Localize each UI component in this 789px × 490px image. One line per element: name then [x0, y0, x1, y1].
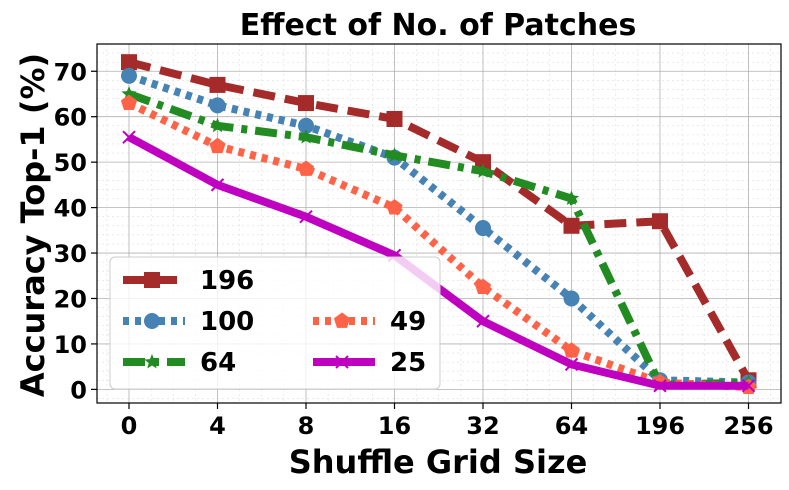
- marker-stroke: [335, 355, 349, 369]
- data-point-64-64: [563, 190, 580, 205]
- data-point-100-64: [563, 290, 580, 307]
- data-point-196-0: [121, 54, 137, 71]
- marker-stroke: [653, 379, 667, 393]
- legend-label: 25: [390, 348, 426, 378]
- x-tick-label: 4: [209, 412, 226, 440]
- data-point-25-256: [741, 379, 756, 393]
- legend-label: 49: [390, 307, 426, 337]
- data-point-64-4: [209, 117, 226, 133]
- x-axis-title: Shuffle Grid Size: [289, 443, 588, 481]
- x-tick-label: 64: [555, 412, 588, 440]
- y-tick-label: 20: [54, 285, 87, 313]
- legend-label: 100: [200, 307, 254, 337]
- data-point-196-4: [209, 76, 226, 93]
- legend-marker: [144, 272, 160, 288]
- marker-stroke: [299, 209, 313, 224]
- legend-marker: [333, 312, 351, 328]
- legend-entry-100: 100: [123, 307, 254, 337]
- marker-stroke: [210, 178, 225, 192]
- data-point-49-16: [386, 199, 403, 215]
- data-point-196-8: [298, 95, 314, 112]
- y-tick-label: 50: [54, 149, 87, 177]
- marker-stroke: [741, 379, 756, 393]
- data-point-25-8: [299, 209, 313, 224]
- x-tick-label: 256: [723, 412, 773, 440]
- legend-box: [109, 256, 441, 390]
- data-point-25-32: [476, 314, 490, 328]
- legend-marker: [335, 355, 349, 369]
- y-tick-label: 40: [54, 195, 87, 223]
- plot-frame: [96, 43, 782, 404]
- legend-marker: [144, 313, 160, 329]
- legend-entry-196: 196: [123, 266, 254, 296]
- data-point-196-196: [652, 213, 668, 230]
- axis-ticks: 0 10 20 30 40 50 60 70 0 4 8 16 32 64 196 256: [54, 58, 774, 440]
- y-tick-label: 0: [70, 376, 87, 404]
- x-tick-label: 16: [378, 412, 411, 440]
- y-tick-label: 70: [54, 58, 87, 86]
- series-line-64: [127, 90, 749, 389]
- data-point-64-0: [121, 85, 137, 101]
- data-point-100-4: [209, 97, 226, 114]
- data-point-25-196: [653, 379, 667, 393]
- data-point-49-64: [563, 342, 580, 358]
- legend-marker: [144, 354, 160, 369]
- x-tick-label: 8: [298, 412, 315, 440]
- legend-entry-49: 49: [313, 307, 426, 337]
- legend: 196 100 64 49 25: [109, 256, 441, 390]
- marker-stroke: [122, 130, 136, 144]
- data-point-100-8: [298, 117, 314, 134]
- series-line-100: [127, 72, 749, 387]
- data-point-49-0: [120, 94, 138, 110]
- y-tick-label: 10: [54, 331, 87, 359]
- data-point-100-32: [475, 220, 491, 237]
- data-point-196-64: [563, 217, 580, 234]
- data-point-64-16: [386, 147, 403, 162]
- legend-label: 196: [200, 266, 254, 296]
- legend-entry-64: 64: [123, 348, 236, 378]
- data-point-25-0: [122, 130, 136, 144]
- x-tick-label: 32: [466, 412, 499, 440]
- data-point-49-32: [474, 278, 492, 294]
- data-point-64-32: [475, 163, 491, 178]
- y-tick-label: 60: [54, 104, 87, 132]
- data-point-25-4: [210, 178, 225, 192]
- data-point-196-16: [386, 110, 403, 127]
- y-axis-title: Accuracy Top-1 (%): [14, 53, 52, 397]
- chart-title: Effect of No. of Patches: [240, 8, 637, 43]
- data-point-49-4: [209, 137, 226, 154]
- data-point-25-64: [564, 357, 579, 372]
- marker-stroke: [476, 314, 490, 328]
- series-line-196: [128, 58, 752, 383]
- data-point-49-8: [297, 160, 315, 176]
- x-tick-label: 196: [635, 412, 685, 440]
- series-line-49: [127, 99, 749, 392]
- data-point-64-8: [298, 129, 314, 144]
- data-point-100-0: [121, 67, 137, 84]
- x-tick-label: 0: [121, 412, 138, 440]
- legend-entry-25: 25: [313, 348, 426, 378]
- data-point-196-32: [475, 154, 491, 171]
- legend-label: 64: [200, 348, 236, 378]
- marker-stroke: [564, 357, 579, 372]
- y-tick-label: 30: [54, 240, 87, 268]
